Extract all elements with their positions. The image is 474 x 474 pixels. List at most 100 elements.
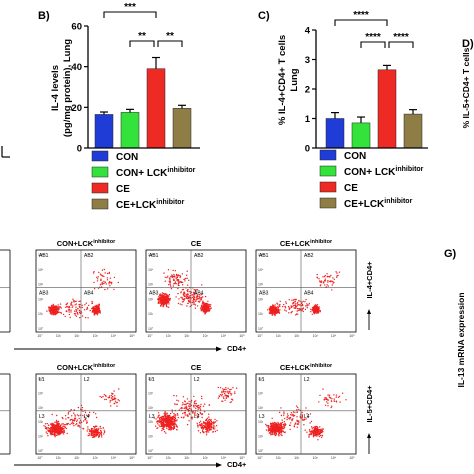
- legend-swatch-con: [91, 150, 109, 162]
- flow-axis-tick: 10²: [294, 334, 300, 338]
- flow-axis-tick: 10²: [184, 334, 190, 338]
- legend-swatch-con-lck: [319, 165, 337, 177]
- panel-b-sig-stars: **: [138, 31, 146, 42]
- flow-quadrant-label: AB3: [259, 291, 269, 297]
- flow-axis-tick: 10⁴: [148, 268, 154, 272]
- flow-axis-tick: 10⁵: [258, 377, 264, 381]
- flow-axis-tick: 10⁴: [148, 391, 154, 395]
- panel-b-bar-ce-lck: [172, 108, 192, 149]
- flow-axis-tick: 10³: [313, 334, 319, 338]
- flow-axis-tick: 10⁴: [258, 268, 264, 272]
- flow-side-label: IL-5+CD4+: [365, 385, 374, 454]
- flow-axis-tick: 10⁵: [258, 253, 264, 257]
- flow-axis-tick: 10¹: [38, 435, 44, 439]
- panel-c-sig-stars: ****: [365, 32, 381, 43]
- panel-b-sig-stars: ***: [124, 2, 136, 13]
- flow-quadrant-label: AB2: [304, 253, 314, 259]
- panel-c-ytick-label: 2: [305, 85, 310, 96]
- legend-label-con-lck: CON+ LCKinhibitor: [344, 166, 424, 178]
- flow-axis-tick: 10°: [148, 449, 154, 453]
- panel-g-label: G): [444, 248, 457, 260]
- flow-axis-tick: 10³: [148, 406, 154, 410]
- legend-swatch-ce: [319, 181, 337, 193]
- flow-axis-tick: 10¹: [258, 435, 264, 439]
- panel-c-ytick-label: 3: [305, 55, 310, 66]
- flow-plot-title: CE: [191, 239, 201, 248]
- flow-axis-tick: 10⁴: [331, 456, 337, 460]
- flow-axis-tick: 10²: [74, 456, 80, 460]
- flow-quadrant-label: AB2: [84, 253, 94, 259]
- flow-axis-tick: 10²: [184, 456, 190, 460]
- flow-axis-tick: 10²: [38, 420, 44, 424]
- panel-c-bar-ce: [377, 69, 397, 149]
- flow-plot-title: CON+LCKinhibitor: [57, 363, 116, 372]
- flow-axis-tick: 10⁵: [349, 334, 355, 338]
- flow-side-arrowhead: [367, 309, 371, 314]
- legend-swatch-ce-lck: [319, 197, 337, 209]
- flow-plot-1: CON+LCKinhibitor 10⁵ 10⁴ 10³ 10² 10¹ 10° 10° 10¹…: [35, 239, 137, 338]
- panel-b-sig-stars: **: [166, 31, 174, 42]
- panel-b-chart: B) IL-4 levels (pg/mg protein), Lung 0 20…: [38, 2, 200, 155]
- flow-quadrant-label: AB2: [194, 253, 204, 259]
- legend-label-ce-lck: CE+LCKinhibitor: [344, 198, 413, 210]
- panel-c-chart: C) % IL-4+CD4+ T cells Lung 0 1 2 3 4 **** **…: [258, 10, 428, 155]
- flow-events: [43, 388, 120, 438]
- legend-label-con-lck: CON+ LCKinhibitor: [116, 167, 196, 179]
- flow-quadrant-label: L3: [39, 414, 45, 420]
- flow-axis-tick: 10⁴: [111, 334, 117, 338]
- flow-axis-tick: 10³: [148, 283, 154, 287]
- panel-c-ylabel-1: % IL-4+CD4+ T cells: [277, 35, 288, 125]
- legend-label-con: CON: [116, 152, 138, 163]
- flow-axis-tick: 10⁴: [331, 334, 337, 338]
- panel-g-axis-label: IL-13 mRNA expression: [456, 292, 466, 387]
- flow-axis-tick: 10⁴: [221, 456, 227, 460]
- flow-quadrant-label: AB3: [149, 291, 159, 297]
- flow-axis-tick: 10°: [148, 327, 154, 331]
- panel-c-bar-con-lck: [351, 122, 371, 149]
- flow-row-1: CON+LCKinhibitor 10⁵ 10⁴ 10³ 10² 10¹ 10° 10° 10¹…: [14, 239, 374, 353]
- flow-axis-tick: 10⁵: [148, 253, 154, 257]
- panel-c-sig-bracket: [334, 19, 388, 26]
- flow-plot-frame: [255, 373, 357, 455]
- flow-quadrant-label: L2: [84, 377, 90, 383]
- flow-axis-tick: 10¹: [38, 312, 44, 316]
- legend-label-con: CON: [344, 151, 366, 162]
- flow-quadrant-label: L4: [194, 414, 200, 420]
- flow-axis-tick: 10°: [147, 334, 153, 338]
- flow-axis-tick: 10²: [148, 420, 154, 424]
- flow-axis-tick: 10²: [258, 297, 264, 301]
- flow-quadrant-label: L4: [84, 414, 90, 420]
- flow-quadrant-label: L3: [259, 414, 265, 420]
- panel-c-ytick-label: 0: [305, 144, 310, 155]
- flow-quadrant-label: AB1: [259, 253, 269, 259]
- legend-label-ce: CE: [116, 184, 130, 195]
- flow-plot-frame: [145, 373, 247, 455]
- flow-plot-title: CON+LCKinhibitor: [57, 239, 116, 248]
- flow-axis-tick: 10°: [257, 334, 263, 338]
- flow-axis-tick: 10¹: [148, 435, 154, 439]
- panel-c-ytick-label: 1: [305, 114, 311, 125]
- flow-axis-tick: 10⁴: [38, 268, 44, 272]
- legend-label-ce-lck: CE+LCKinhibitor: [116, 199, 185, 211]
- flow-plot-3: CE+LCKinhibitor 10⁵ 10⁴ 10³ 10² 10¹ 10° 10° 10¹ 1…: [255, 363, 357, 460]
- panel-c-sig-bracket: [360, 41, 386, 48]
- flow-axis-tick: 10³: [93, 334, 99, 338]
- flow-axis-tick: 10⁴: [221, 334, 227, 338]
- panel-b-ylabel-1: IL-4 levels: [50, 65, 61, 111]
- flow-axis-tick: 10⁴: [258, 391, 264, 395]
- legend-label-ce: CE: [344, 183, 358, 194]
- panel-c-ylabel-2: Lung: [289, 68, 300, 91]
- panel-b-legend: CON CON+ LCKinhibitor CE CE+LCKinhibitor: [91, 150, 196, 211]
- flow-quadrant-label: AB1: [39, 253, 49, 259]
- svg-text:IL-4+CD4+: IL-4+CD4+: [365, 261, 374, 299]
- flow-axis-tick: 10¹: [148, 312, 154, 316]
- flow-quadrant-label: L1: [149, 377, 155, 383]
- flow-quadrant-label: L1: [39, 377, 45, 383]
- flow-axis-tick: 10°: [37, 456, 43, 460]
- flow-plot-3: CE+LCKinhibitor 10⁵ 10⁴ 10³ 10² 10¹ 10° 10° 10¹ 1…: [255, 239, 357, 338]
- flow-axis-tick: 10³: [93, 456, 99, 460]
- flow-axis-tick: 10⁵: [349, 456, 355, 460]
- panel-c-ytick-label: 4: [305, 26, 311, 37]
- flow-axis-tick: 10°: [38, 449, 44, 453]
